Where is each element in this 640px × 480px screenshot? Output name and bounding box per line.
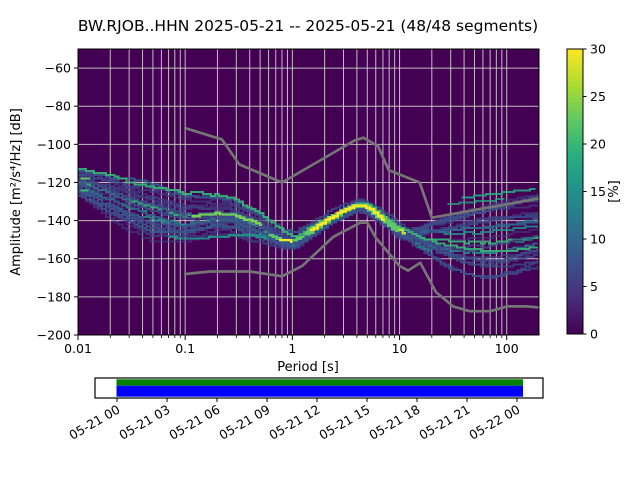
svg-text:30: 30 — [590, 42, 606, 57]
svg-text:−80: −80 — [45, 99, 71, 114]
y-axis-label: Amplitude [m²/s⁴/Hz] [dB] — [9, 108, 24, 276]
svg-text:−120: −120 — [37, 175, 71, 190]
svg-text:−100: −100 — [37, 137, 71, 152]
peterson-noise-models — [183, 126, 539, 313]
svg-text:10: 10 — [392, 341, 408, 356]
svg-text:20: 20 — [590, 137, 606, 152]
svg-text:0.01: 0.01 — [64, 341, 92, 356]
svg-text:−140: −140 — [37, 213, 71, 228]
axes-frame — [77, 48, 540, 336]
colorbar: 0 5 10 15 20 25 30 — [566, 42, 606, 342]
svg-text:0: 0 — [590, 327, 598, 342]
svg-text:−200: −200 — [37, 328, 71, 343]
svg-text:−160: −160 — [37, 251, 71, 266]
svg-text:15: 15 — [590, 184, 606, 199]
svg-text:25: 25 — [590, 89, 606, 104]
plot-title: BW.RJOB..HHN 2025-05-21 -- 2025-05-21 (4… — [78, 17, 538, 35]
svg-text:−60: −60 — [45, 61, 71, 76]
svg-text:100: 100 — [495, 341, 519, 356]
svg-text:1: 1 — [288, 341, 296, 356]
ppsd-histogram-curves — [78, 168, 539, 279]
svg-text:5: 5 — [590, 279, 598, 294]
plot-background — [78, 49, 539, 335]
x-axis-label: Period [s] — [277, 360, 339, 375]
svg-text:10: 10 — [590, 232, 606, 247]
svg-text:0.1: 0.1 — [175, 341, 195, 356]
colorbar-label: [%] — [607, 180, 622, 203]
grid-lines — [78, 49, 539, 335]
svg-text:−180: −180 — [37, 289, 71, 304]
